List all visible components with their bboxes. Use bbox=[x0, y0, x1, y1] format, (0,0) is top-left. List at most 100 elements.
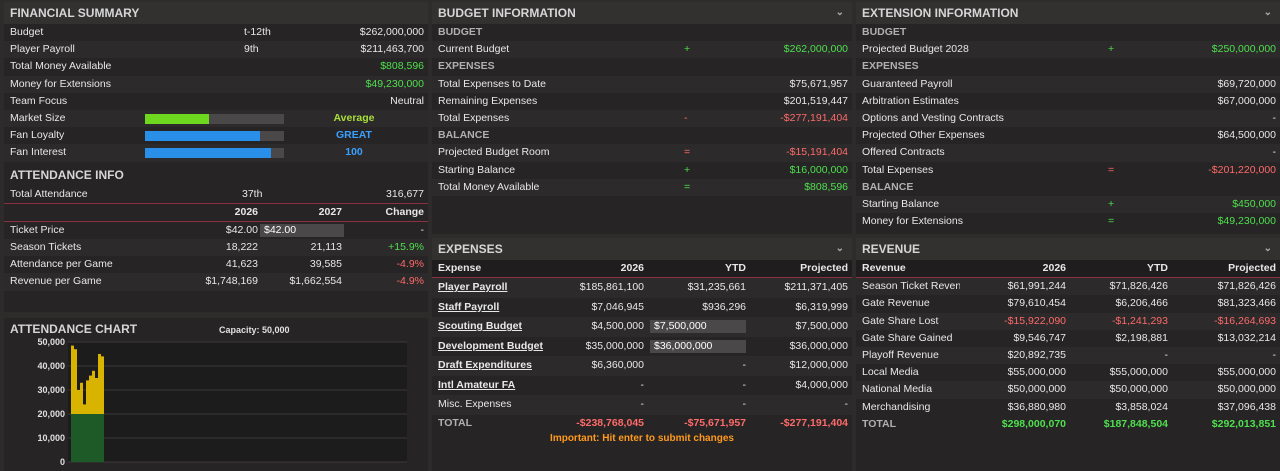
info-value: $69,720,000 bbox=[1217, 77, 1276, 90]
expenses-rows: Player Payroll $185,861,100 $31,235,661 $21… bbox=[432, 278, 852, 415]
chevron-down-icon[interactable]: ⌄ bbox=[835, 243, 844, 254]
expense-budget-input[interactable]: $7,500,000 bbox=[650, 320, 746, 334]
info-value: $201,519,447 bbox=[783, 94, 848, 107]
summary-value: $211,463,700 bbox=[360, 43, 424, 56]
info-value: $75,671,957 bbox=[789, 77, 848, 90]
revenue-label: Gate Share Gained bbox=[862, 331, 953, 344]
meter-bar bbox=[145, 131, 284, 142]
chevron-down-icon[interactable]: ⌄ bbox=[1263, 243, 1272, 254]
y-tick-label: 0 bbox=[60, 457, 65, 467]
expense-projected: $12,000,000 bbox=[789, 359, 848, 372]
info-value: $262,000,000 bbox=[783, 43, 848, 56]
revenue-ytd: $2,198,881 bbox=[1115, 331, 1168, 344]
expense-link[interactable]: Development Budget bbox=[438, 339, 544, 352]
chevron-down-icon[interactable]: ⌄ bbox=[835, 7, 844, 18]
expense-row: Player Payroll $185,861,100 $31,235,661 $21… bbox=[432, 278, 852, 298]
expenses-total-projected: -$277,191,404 bbox=[780, 416, 848, 429]
total-attendance-label: Total Attendance bbox=[10, 187, 88, 200]
info-row: Projected Budget Room = -$15,191,404 bbox=[432, 144, 852, 162]
revenue-total-2026: $298,000,070 bbox=[1001, 417, 1066, 430]
attendance-info-header: ATTENDANCE INFO bbox=[10, 167, 124, 182]
attendance-row: Attendance per Game 41,623 39,585 -4.9% bbox=[4, 256, 428, 273]
expense-row: Misc. Expenses - - - bbox=[432, 395, 852, 415]
y-tick-label: 40,000 bbox=[37, 361, 65, 371]
ticket-price-2026: $42.00 bbox=[225, 223, 258, 236]
info-row: Total Expenses - -$277,191,404 bbox=[432, 109, 852, 128]
expenses-title: EXPENSES bbox=[438, 242, 503, 256]
expense-projected: $36,000,000 bbox=[789, 339, 848, 352]
col-ytd: YTD bbox=[1147, 262, 1168, 274]
expense-label: Misc. Expenses bbox=[438, 398, 512, 411]
info-label: Current Budget bbox=[438, 43, 510, 56]
info-operator: + bbox=[1108, 197, 1115, 210]
revenue-row: Playoff Revenue $20,892,735 - - bbox=[856, 346, 1280, 365]
attendance-change: -4.9% bbox=[396, 258, 424, 271]
meter-label: Fan Loyalty bbox=[10, 129, 65, 142]
chart-bar-base bbox=[86, 414, 89, 462]
revenue-ytd: $6,206,466 bbox=[1115, 297, 1168, 310]
extension-info-panel: EXTENSION INFORMATION ⌄ BUDGET Projected … bbox=[856, 2, 1280, 234]
capacity-label: Capacity: 50,000 bbox=[219, 325, 290, 335]
info-label: Starting Balance bbox=[862, 197, 940, 210]
chart-bar-top bbox=[71, 345, 74, 414]
budget-info-title: BUDGET INFORMATION bbox=[438, 6, 576, 20]
revenue-header: REVENUE ⌄ bbox=[856, 238, 1280, 260]
meter-bar bbox=[145, 148, 284, 159]
attendance-change: -4.9% bbox=[396, 275, 424, 288]
chevron-down-icon[interactable]: ⌄ bbox=[1263, 7, 1272, 18]
expense-link[interactable]: Staff Payroll bbox=[438, 300, 500, 313]
revenue-label: Merchandising bbox=[862, 400, 931, 413]
ticket-price-label: Ticket Price bbox=[10, 223, 65, 236]
expense-ytd: $31,235,661 bbox=[687, 281, 746, 294]
expense-link[interactable]: Intl Amateur FA bbox=[438, 378, 516, 391]
ticket-price-2027-input[interactable]: $42.00 bbox=[260, 223, 344, 237]
summary-value: $49,230,000 bbox=[365, 77, 424, 90]
revenue-row: Season Ticket Revenue $61,991,244 $71,826,… bbox=[856, 278, 1280, 296]
expense-row: Intl Amateur FA - - $4,000,000 bbox=[432, 376, 852, 396]
info-row: Options and Vesting Contracts - bbox=[856, 109, 1280, 128]
revenue-ytd: $71,826,426 bbox=[1109, 280, 1168, 293]
ticket-price-change: - bbox=[420, 223, 425, 236]
info-row: Money for Extensions = $49,230,000 bbox=[856, 213, 1280, 230]
y-tick-label: 20,000 bbox=[37, 409, 65, 419]
revenue-2026: $20,892,735 bbox=[1007, 348, 1066, 361]
info-value: $64,500,000 bbox=[1217, 129, 1276, 142]
summary-label: Money for Extensions bbox=[10, 77, 111, 90]
chart-bar-base bbox=[98, 414, 101, 462]
meter-value: Average bbox=[333, 111, 375, 124]
expense-budget-input[interactable]: $36,000,000 bbox=[650, 339, 746, 353]
y-tick-label: 50,000 bbox=[37, 337, 65, 347]
revenue-projected: -$16,264,693 bbox=[1214, 314, 1276, 327]
revenue-projected: $50,000,000 bbox=[1217, 383, 1276, 396]
chart-bar-base bbox=[101, 414, 104, 462]
expense-link[interactable]: Scouting Budget bbox=[438, 320, 522, 333]
summary-label: Budget bbox=[10, 26, 44, 38]
expense-row: Draft Expenditures $6,360,000 - $12,000,000 bbox=[432, 356, 852, 376]
submit-notice: Important: Hit enter to submit changes bbox=[550, 432, 734, 444]
expense-link[interactable]: Draft Expenditures bbox=[438, 359, 532, 372]
info-label: Money for Extensions bbox=[862, 215, 963, 228]
col-2026: 2026 bbox=[234, 205, 258, 218]
attendance-2027: 21,113 bbox=[310, 241, 342, 254]
attendance-label: Revenue per Game bbox=[10, 275, 102, 288]
info-operator: + bbox=[1108, 43, 1115, 56]
expense-2026: $6,360,000 bbox=[591, 359, 644, 372]
expense-projected: $211,371,405 bbox=[784, 281, 848, 294]
expense-ytd: - bbox=[742, 378, 747, 391]
revenue-label: National Media bbox=[862, 383, 933, 396]
summary-rank: t-12th bbox=[244, 26, 271, 38]
revenue-label: Playoff Revenue bbox=[862, 348, 939, 361]
expense-link[interactable]: Player Payroll bbox=[438, 281, 508, 294]
info-value: $808,596 bbox=[804, 180, 848, 193]
chart-bar-base bbox=[92, 414, 95, 462]
financial-summary-rows: Budget t-12th $262,000,000 Player Payroll 9t… bbox=[4, 24, 428, 110]
summary-row: Total Money Available $808,596 bbox=[4, 58, 428, 75]
expense-projected: $7,500,000 bbox=[795, 320, 848, 333]
meter-label: Market Size bbox=[10, 111, 66, 124]
extension-info-rows: BUDGET Projected Budget 2028 + $250,000,000… bbox=[856, 24, 1280, 230]
chart-bar-top bbox=[98, 354, 101, 414]
info-value: - bbox=[1272, 111, 1277, 124]
info-operator: + bbox=[684, 43, 691, 56]
info-row: Starting Balance + $450,000 bbox=[856, 195, 1280, 214]
revenue-projected: $55,000,000 bbox=[1217, 366, 1276, 379]
